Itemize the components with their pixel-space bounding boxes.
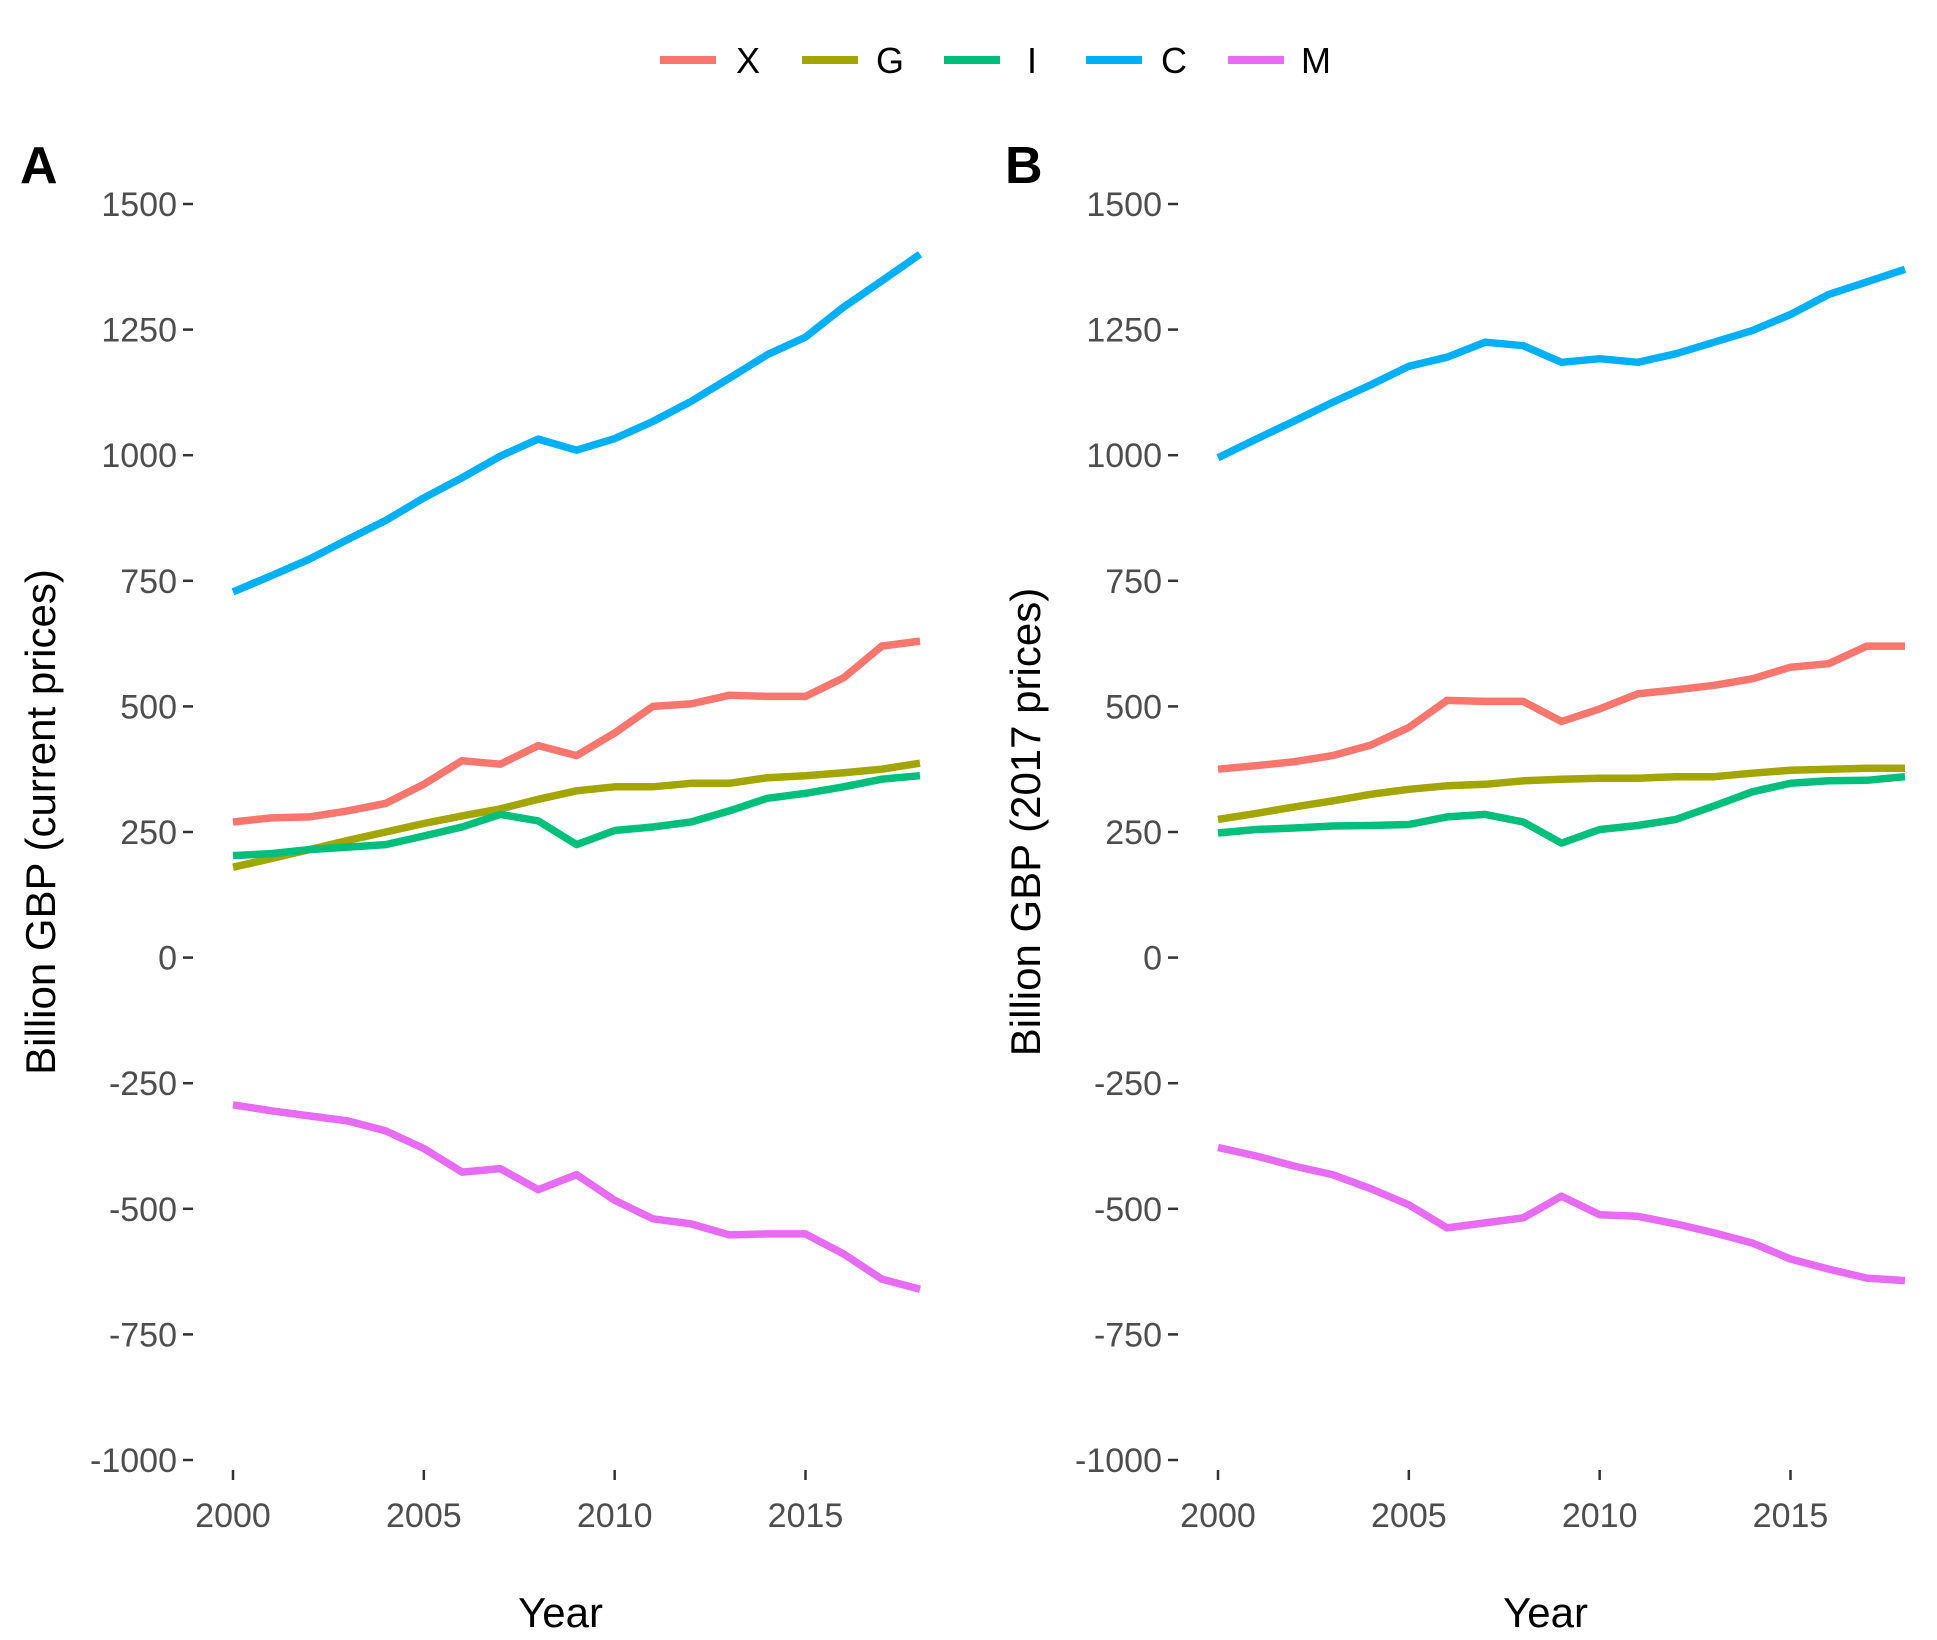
y-axis-title: Billion GBP (2017 prices) — [1002, 588, 1049, 1056]
y-tick-label: 1500 — [101, 186, 177, 224]
y-tick-label: -250 — [1094, 1065, 1162, 1103]
panel-tag: A — [20, 137, 58, 195]
series-line-m — [232, 1101, 921, 1293]
x-tick-label: 2005 — [1371, 1497, 1447, 1535]
y-tick-label: -1000 — [90, 1442, 177, 1480]
series-line-x — [232, 637, 921, 826]
y-tick-label: 1250 — [101, 312, 177, 350]
y-tick-label: 750 — [120, 563, 177, 601]
y-tick-label: -250 — [109, 1065, 177, 1103]
panel-a: A -1000 -750 -500 -250 0 250 500 750 1000 1250 1500… — [17, 137, 923, 1636]
y-tick-label: -1000 — [1075, 1442, 1162, 1480]
series-line-i — [232, 771, 921, 860]
y-tick-label: 250 — [1105, 814, 1162, 852]
y-tick-label: -500 — [109, 1191, 177, 1229]
x-tick-label: 2010 — [1562, 1497, 1638, 1535]
y-tick-label: 0 — [158, 940, 177, 978]
y-tick-label: -750 — [1094, 1316, 1162, 1354]
y-tick-label: 250 — [120, 814, 177, 852]
legend-label-m: M — [1301, 40, 1331, 81]
series-line-c — [1216, 265, 1907, 462]
y-tick-label: 1000 — [101, 437, 177, 475]
y-axis-title: Billion GBP (current prices) — [17, 569, 64, 1075]
legend-label-c: C — [1161, 40, 1187, 81]
legend-label-g: G — [876, 40, 904, 81]
x-axis-title: Year — [1503, 1589, 1588, 1636]
y-tick-label: 1250 — [1086, 312, 1162, 350]
x-axis-title: Year — [518, 1589, 603, 1636]
panel-b: B -1000 -750 -500 -250 0 250 500 750 1000 1250 1500… — [1002, 137, 1907, 1636]
x-tick-label: 2015 — [1753, 1497, 1829, 1535]
x-tick-label: 2015 — [768, 1497, 844, 1535]
legend-label-x: X — [736, 40, 760, 81]
y-tick-label: 750 — [1105, 563, 1162, 601]
panel-tag: B — [1005, 137, 1043, 195]
series-line-x — [1217, 642, 1905, 773]
y-tick-label: 500 — [1105, 688, 1162, 726]
y-tick-label: -500 — [1094, 1191, 1162, 1229]
y-tick-label: 1000 — [1086, 437, 1162, 475]
y-tick-label: 0 — [1143, 940, 1162, 978]
series-line-m — [1217, 1143, 1906, 1285]
series-line-c — [231, 251, 923, 596]
y-tick-label: -750 — [109, 1316, 177, 1354]
series-line-g — [232, 759, 921, 871]
series-line-i — [1217, 772, 1906, 847]
x-tick-label: 2000 — [195, 1497, 271, 1535]
y-tick-label: 1500 — [1086, 186, 1162, 224]
x-tick-label: 2000 — [1180, 1497, 1256, 1535]
y-tick-label: 500 — [120, 688, 177, 726]
x-tick-label: 2010 — [577, 1497, 653, 1535]
legend-label-i: I — [1027, 40, 1037, 81]
series-line-g — [1217, 764, 1905, 824]
x-tick-label: 2005 — [386, 1497, 462, 1535]
